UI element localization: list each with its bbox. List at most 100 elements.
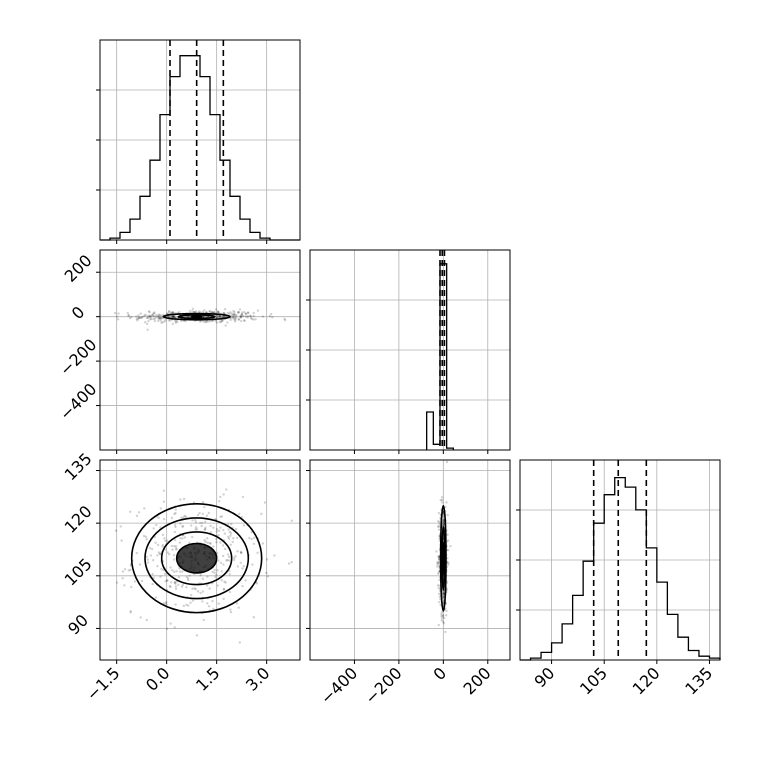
scatter-point-p1-p2 xyxy=(441,521,445,524)
scatter-point-p0-p2 xyxy=(223,547,227,551)
scatter-point-p0-p2 xyxy=(180,585,184,588)
scatter-point-p0-p2 xyxy=(161,543,164,547)
scatter-point-p0-p2 xyxy=(229,534,232,537)
scatter-point-p0-p1 xyxy=(222,311,226,315)
scatter-point-p0-p2 xyxy=(184,515,188,518)
scatter-point-p0-p2 xyxy=(182,516,185,519)
scatter-point-p0-p1 xyxy=(172,311,175,314)
scatter-point-p0-p2 xyxy=(203,506,206,509)
scatter-point-p0-p1 xyxy=(229,318,232,322)
scatter-point-p0-p1 xyxy=(161,320,164,324)
scatter-point-p0-p1 xyxy=(159,316,162,320)
scatter-point-p0-p1 xyxy=(167,309,171,313)
scatter-point-p0-p1 xyxy=(147,310,151,313)
scatter-point-p0-p1 xyxy=(149,315,152,319)
scatter-point-p0-p1 xyxy=(135,317,139,321)
scatter-point-p1-p2 xyxy=(441,614,445,617)
tick-label-p0: 3.0 xyxy=(242,663,273,694)
scatter-point-p0-p2 xyxy=(164,580,167,583)
scatter-point-p1-p2 xyxy=(441,522,445,525)
scatter-point-p0-p2 xyxy=(203,520,207,524)
scatter-point-p0-p1 xyxy=(148,310,151,314)
scatter-point-p1-p2 xyxy=(442,592,445,595)
scatter-point-p0-p2 xyxy=(145,618,148,622)
scatter-point-p0-p2 xyxy=(173,538,177,542)
scatter-point-p0-p2 xyxy=(202,618,205,622)
scatter-point-p0-p1 xyxy=(232,309,235,313)
scatter-point-p0-p2 xyxy=(194,521,198,524)
scatter-point-p0-p1 xyxy=(116,318,120,321)
scatter-point-p0-p2 xyxy=(150,547,154,551)
scatter-point-p0-p2 xyxy=(232,537,235,540)
scatter-point-p0-p2 xyxy=(142,534,146,538)
scatter-point-p0-p2 xyxy=(205,584,209,587)
scatter-point-p0-p1 xyxy=(243,310,246,314)
scatter-point-p0-p1 xyxy=(220,319,224,322)
scatter-point-p0-p2 xyxy=(183,514,187,518)
scatter-point-p0-p2 xyxy=(173,581,177,584)
scatter-point-p0-p2 xyxy=(198,512,201,515)
scatter-point-p0-p1 xyxy=(252,314,255,318)
scatter-point-p0-p2 xyxy=(219,515,222,518)
scatter-point-p1-p2 xyxy=(437,587,440,590)
scatter-point-p0-p2 xyxy=(135,551,139,555)
scatter-point-p0-p2 xyxy=(185,603,188,607)
scatter-point-p0-p2 xyxy=(220,515,224,518)
scatter-point-p0-p1 xyxy=(135,315,138,318)
scatter-point-p0-p1 xyxy=(246,311,250,315)
scatter-point-p0-p1 xyxy=(218,314,221,318)
scatter-point-p0-p2 xyxy=(236,550,239,553)
scatter-point-p0-p2 xyxy=(201,590,205,593)
scatter-point-p1-p2 xyxy=(442,594,445,598)
scatter-point-p1-p2 xyxy=(437,623,441,627)
scatter-point-p0-p2 xyxy=(219,561,223,565)
scatter-point-p0-p1 xyxy=(147,319,150,323)
scatter-point-p0-p2 xyxy=(169,622,172,625)
scatter-point-p0-p2 xyxy=(182,497,186,501)
tick-label-p2: 105 xyxy=(576,663,611,698)
scatter-point-p0-p1 xyxy=(174,321,178,324)
scatter-point-p0-p1 xyxy=(242,319,246,322)
scatter-point-p0-p2 xyxy=(174,585,178,588)
scatter-point-p0-p1 xyxy=(246,316,249,319)
scatter-point-p0-p2 xyxy=(174,525,177,529)
tick-label-p1: −400 xyxy=(56,379,101,424)
tick-label-p1: −200 xyxy=(56,335,101,380)
scatter-point-p0-p2 xyxy=(222,493,225,496)
scatter-point-p0-p1 xyxy=(113,311,117,315)
scatter-point-p0-p2 xyxy=(174,582,177,585)
scatter-point-p0-p1 xyxy=(171,315,174,318)
scatter-point-p0-p2 xyxy=(199,521,202,525)
scatter-point-p0-p2 xyxy=(164,602,168,605)
scatter-point-p0-p2 xyxy=(191,587,194,590)
scatter-point-p0-p2 xyxy=(221,544,225,547)
scatter-point-p0-p1 xyxy=(232,317,235,320)
scatter-point-p1-p2 xyxy=(439,498,442,502)
scatter-point-p0-p1 xyxy=(155,313,158,317)
scatter-point-p1-p2 xyxy=(444,630,447,634)
scatter-point-p0-p2 xyxy=(227,528,230,531)
scatter-point-p0-p2 xyxy=(201,521,204,525)
scatter-point-p0-p1 xyxy=(261,315,265,318)
scatter-point-p0-p2 xyxy=(127,569,130,572)
scatter-point-p0-p2 xyxy=(205,514,209,517)
scatter-point-p1-p2 xyxy=(446,533,449,536)
scatter-point-p0-p2 xyxy=(123,568,127,571)
scatter-point-p0-p1 xyxy=(232,313,236,317)
scatter-point-p0-p1 xyxy=(172,315,175,319)
scatter-point-p0-p2 xyxy=(204,540,207,544)
scatter-point-p0-p1 xyxy=(194,310,198,313)
scatter-point-p1-p2 xyxy=(438,578,441,582)
scatter-point-p0-p2 xyxy=(201,512,205,516)
scatter-point-p0-p2 xyxy=(201,500,205,504)
scatter-point-p0-p2 xyxy=(181,583,185,587)
scatter-point-p0-p2 xyxy=(196,590,200,593)
scatter-point-p0-p1 xyxy=(203,309,206,312)
scatter-point-p0-p1 xyxy=(139,316,142,319)
scatter-point-p0-p2 xyxy=(251,563,254,566)
scatter-point-p0-p1 xyxy=(193,310,196,314)
scatter-point-p0-p2 xyxy=(194,526,198,529)
scatter-point-p0-p1 xyxy=(127,314,131,317)
histogram-panel-p1 xyxy=(309,249,511,451)
